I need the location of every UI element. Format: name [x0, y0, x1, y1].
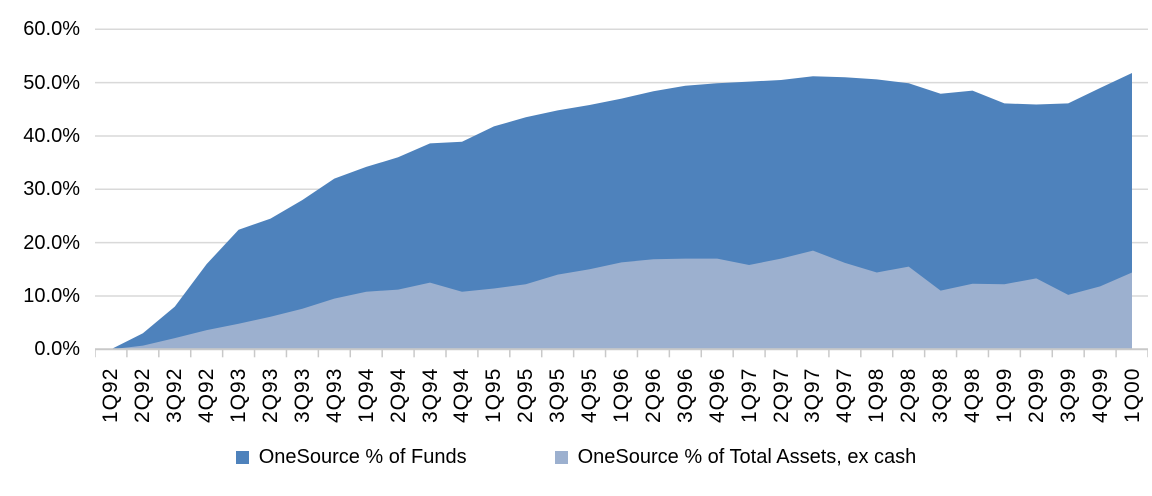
legend-label-total-assets: OneSource % of Total Assets, ex cash	[577, 446, 917, 468]
x-axis-label: 1Q93	[227, 367, 251, 423]
legend-label-funds: OneSource % of Funds	[258, 446, 467, 468]
legend-swatch-total-assets	[554, 451, 568, 464]
x-axis-label: 1Q96	[610, 367, 633, 423]
x-axis-label: 3Q98	[929, 367, 953, 423]
x-axis-label: 4Q95	[578, 367, 602, 423]
area-series-1	[111, 250, 1132, 350]
x-axis-label: 2Q92	[131, 367, 155, 423]
x-axis-label: 3Q93	[290, 367, 314, 423]
x-axis-label: 2Q99	[1024, 367, 1048, 423]
x-axis-label: 2Q93	[259, 367, 282, 423]
x-axis-label: 3Q96	[673, 367, 697, 423]
x-axis-label: 3Q92	[163, 367, 187, 423]
x-axis-label: 1Q95	[482, 367, 506, 423]
x-axis-label: 4Q98	[961, 367, 984, 423]
y-axis-label: 30.0%	[23, 178, 80, 201]
x-axis-label: 4Q96	[705, 367, 729, 423]
x-axis-label: 2Q95	[514, 367, 538, 423]
x-axis-label: 1Q92	[99, 367, 123, 423]
y-axis-label: 10.0%	[23, 284, 80, 307]
legend-item-funds: OneSource % of Funds	[235, 446, 467, 469]
x-axis-label: 1Q99	[992, 367, 1016, 423]
x-axis-label: 4Q94	[450, 367, 474, 423]
legend-swatch-funds	[235, 451, 249, 464]
x-axis-label: 4Q97	[833, 367, 857, 423]
y-axis-label: 20.0%	[23, 231, 80, 254]
x-axis-label: 2Q97	[769, 367, 793, 423]
x-axis-label: 4Q93	[322, 367, 346, 423]
legend-item-total-assets: OneSource % of Total Assets, ex cash	[554, 446, 917, 469]
chart-legend: OneSource % of Funds OneSource % of Tota…	[0, 446, 1152, 469]
x-axis-label: 3Q95	[546, 367, 570, 423]
x-axis-label: 4Q99	[1088, 367, 1112, 423]
y-axis-label: 50.0%	[23, 71, 80, 94]
x-axis-label: 2Q98	[897, 367, 921, 423]
x-axis-label: 3Q94	[418, 367, 442, 423]
x-axis-label: 2Q96	[641, 367, 665, 423]
x-axis-label: 2Q94	[386, 367, 410, 423]
x-axis-label: 4Q92	[195, 367, 219, 423]
x-axis-label: 1Q00	[1120, 367, 1144, 423]
y-axis-label: 40.0%	[23, 124, 80, 147]
y-axis-label: 0.0%	[34, 338, 80, 361]
x-axis-label: 3Q99	[1056, 367, 1080, 423]
x-axis-label: 3Q97	[801, 367, 825, 423]
y-axis-label: 60.0%	[23, 18, 80, 41]
x-axis-label: 1Q98	[865, 367, 889, 423]
x-axis-label: 1Q94	[354, 367, 378, 423]
plot-area	[95, 28, 1148, 358]
x-axis-label: 1Q97	[737, 367, 761, 423]
